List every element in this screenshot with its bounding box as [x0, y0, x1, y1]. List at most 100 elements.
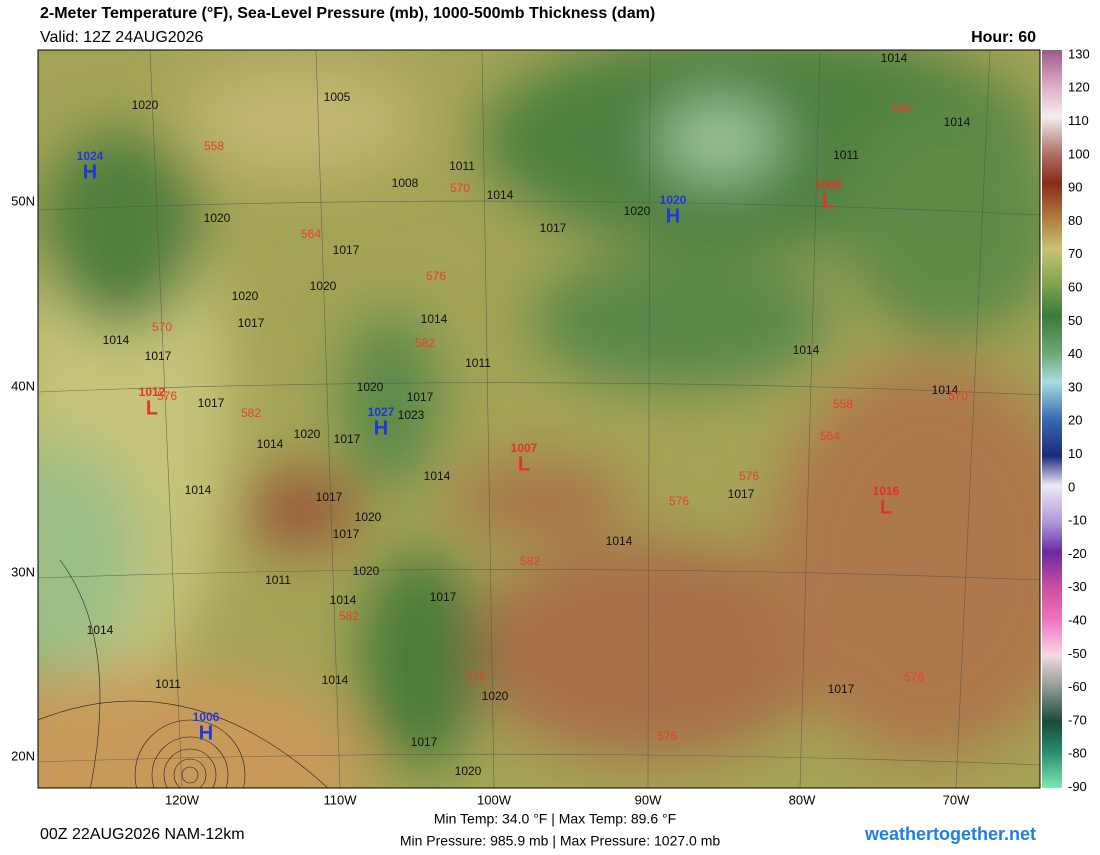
thickness-label: 576 [157, 389, 177, 403]
center-letter: H [666, 205, 680, 227]
thickness-label: 576 [657, 729, 677, 743]
isobar-label: 1017 [430, 590, 457, 604]
isobar-label: 1008 [392, 176, 419, 190]
thickness-label: 564 [820, 429, 840, 443]
thickness-label: 576 [466, 669, 486, 683]
longitude-label: 110W [324, 792, 358, 807]
isobar-label: 1014 [606, 534, 633, 548]
thickness-label: 582 [339, 609, 359, 623]
colorbar-label: 40 [1068, 346, 1082, 361]
colorbar-label: 0 [1068, 479, 1075, 494]
isobar-label: 1014 [421, 312, 448, 326]
colorbar-label: 120 [1068, 80, 1090, 95]
isobar-label: 1020 [204, 211, 231, 225]
isobar-label: 1014 [257, 437, 284, 451]
center-value: 1008 [815, 178, 842, 192]
thickness-label: 558 [204, 139, 224, 153]
colorbar-label: -60 [1068, 679, 1087, 694]
colorbar-label: 110 [1068, 113, 1089, 128]
isobar-label: 1017 [145, 349, 172, 363]
thickness-label: 558 [891, 101, 911, 115]
thickness-label: 582 [241, 406, 261, 420]
longitude-label: 100W [477, 792, 512, 807]
colorbar-label: 100 [1068, 146, 1090, 161]
latitude-label: 20N [11, 748, 35, 763]
center-letter: L [146, 397, 158, 419]
colorbar-label: 50 [1068, 313, 1082, 328]
isobar-label: 1017 [198, 396, 225, 410]
isobar-label: 1023 [398, 408, 425, 422]
title: 2-Meter Temperature (°F), Sea-Level Pres… [40, 5, 655, 22]
isobar-label: 1020 [294, 427, 321, 441]
isobar-label: 1014 [185, 483, 212, 497]
longitude-label: 90W [635, 792, 662, 807]
colorbar-label: 30 [1068, 379, 1082, 394]
isobar-label: 1020 [357, 380, 384, 394]
thickness-label: 582 [415, 336, 435, 350]
colorbar-label: 70 [1068, 246, 1082, 261]
colorbar-label: 20 [1068, 413, 1082, 428]
isobar-label: 1014 [330, 593, 357, 607]
isobar-label: 1017 [728, 487, 755, 501]
center-letter: H [374, 417, 388, 439]
isobar-label: 1017 [334, 432, 361, 446]
pressure-stats: Min Pressure: 985.9 mb | Max Pressure: 1… [400, 833, 721, 849]
thickness-label: 558 [833, 397, 853, 411]
thickness-label: 576 [426, 269, 446, 283]
map-frame [37, 49, 1041, 789]
colorbar-label: -50 [1068, 646, 1087, 661]
isobar-label: 1017 [411, 735, 438, 749]
center-letter: L [822, 190, 834, 212]
thickness-label: 582 [520, 554, 540, 568]
isobar-label: 1014 [103, 333, 130, 347]
thickness-label: 576 [739, 469, 759, 483]
longitude-label: 80W [789, 792, 816, 807]
isobar-label: 1020 [232, 289, 259, 303]
colorbar-label: 80 [1068, 213, 1082, 228]
isobar-label: 1014 [487, 188, 514, 202]
map-field [38, 50, 1040, 788]
forecast-hour: Hour: 60 [971, 29, 1036, 46]
longitude-label: 120W [165, 792, 200, 807]
isobar-label: 1014 [424, 469, 451, 483]
colorbar-label: -10 [1068, 513, 1087, 528]
isobar-label: 1020 [353, 564, 380, 578]
thickness-label: 576 [669, 494, 689, 508]
center-value: 1020 [660, 193, 687, 207]
isobar-label: 1011 [833, 148, 859, 162]
isobar-label: 1014 [322, 673, 349, 687]
colorbar [1042, 50, 1062, 788]
isobar-label: 1020 [355, 510, 382, 524]
isobar-label: 1017 [333, 527, 360, 541]
colorbar-label: -40 [1068, 613, 1087, 628]
center-letter: H [199, 722, 213, 744]
thickness-label: 564 [301, 227, 321, 241]
latitude-label: 30N [11, 564, 35, 579]
colorbar-label: -70 [1068, 712, 1087, 727]
latitude-label: 50N [11, 193, 35, 208]
isobar-label: 1020 [482, 689, 509, 703]
isobar-label: 1020 [132, 98, 159, 112]
isobar-label: 1014 [793, 343, 820, 357]
isobar-label: 1017 [333, 243, 360, 257]
isobar-label: 1011 [155, 677, 181, 691]
site-credit: weathertogether.net [864, 824, 1036, 844]
colorbar-label: -30 [1068, 579, 1087, 594]
isobar-label: 1020 [455, 764, 482, 778]
colorbar-label: -20 [1068, 546, 1087, 561]
isobar-label: 1017 [828, 682, 855, 696]
isobar-label: 1014 [944, 115, 971, 129]
isobar-label: 1005 [324, 90, 351, 104]
center-value: 1016 [873, 484, 900, 498]
thickness-label: 576 [904, 670, 924, 684]
isobar-label: 1017 [540, 221, 567, 235]
center-value: 1006 [193, 710, 220, 724]
temp-stats: Min Temp: 34.0 °F | Max Temp: 89.6 °F [434, 811, 676, 827]
colorbar-label: 90 [1068, 180, 1082, 195]
center-value: 1024 [77, 149, 104, 163]
center-value: 1007 [511, 441, 538, 455]
colorbar-label: -90 [1068, 779, 1087, 794]
isobar-label: 1014 [881, 51, 908, 65]
isobar-label: 1020 [624, 204, 651, 218]
longitude-label: 70W [943, 792, 970, 807]
